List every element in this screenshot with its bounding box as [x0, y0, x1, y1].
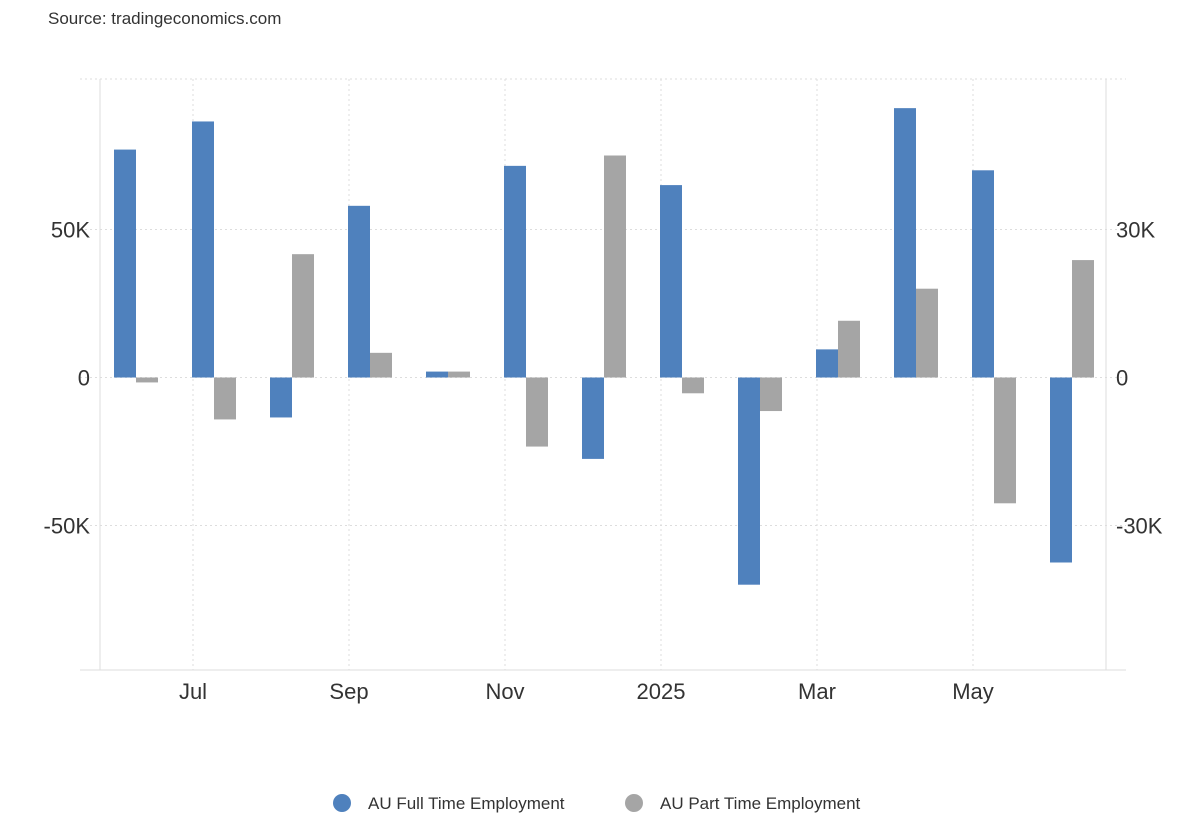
legend-label: AU Full Time Employment	[368, 794, 565, 813]
x-axis-ticks: Jul Sep Nov 2025 Mar May	[179, 679, 994, 704]
legend-marker	[625, 794, 643, 812]
bar-part-time-4	[448, 371, 470, 378]
right-tick-label: -30K	[1116, 514, 1163, 539]
x-tick-label: 2025	[637, 679, 686, 704]
bar-part-time-7	[682, 377, 704, 394]
legend-label: AU Part Time Employment	[660, 794, 861, 813]
right-axis-ticks: 30K 0 -30K	[1116, 218, 1163, 539]
bar-full-time-7	[660, 185, 682, 378]
left-axis-ticks: 50K 0 -50K	[44, 218, 91, 539]
x-tick-label: Sep	[329, 679, 368, 704]
bar-part-time-8	[760, 377, 782, 412]
bar-full-time-0	[114, 149, 136, 378]
bar-full-time-1	[192, 121, 214, 378]
x-tick-label: Nov	[485, 679, 524, 704]
legend-item-0[interactable]: AU Full Time Employment	[333, 794, 565, 813]
bar-part-time-5	[526, 377, 548, 447]
plot-frame	[80, 79, 1126, 671]
bar-part-time-9	[838, 320, 860, 378]
bar-full-time-10	[894, 108, 916, 378]
bar-part-time-10	[916, 288, 938, 378]
bar-full-time-5	[504, 165, 526, 378]
x-tick-label: Mar	[798, 679, 836, 704]
x-tick-label: Jul	[179, 679, 207, 704]
bar-full-time-6	[582, 377, 604, 459]
bar-part-time-6	[604, 155, 626, 378]
legend-marker	[333, 794, 351, 812]
bar-part-time-12	[1072, 260, 1094, 378]
bar-part-time-0	[136, 377, 158, 383]
bar-full-time-8	[738, 377, 760, 585]
bar-part-time-3	[370, 352, 392, 378]
x-tick-label: May	[952, 679, 994, 704]
bar-full-time-12	[1050, 377, 1072, 563]
bars	[114, 108, 1094, 585]
source-label: Source: tradingeconomics.com	[48, 9, 282, 28]
bar-full-time-2	[270, 377, 292, 418]
bar-full-time-9	[816, 349, 838, 378]
bar-full-time-11	[972, 170, 994, 378]
bar-full-time-3	[348, 205, 370, 378]
legend[interactable]: AU Full Time Employment AU Part Time Empl…	[333, 794, 861, 813]
left-tick-label: -50K	[44, 514, 91, 539]
right-tick-label: 30K	[1116, 218, 1155, 243]
legend-item-1[interactable]: AU Part Time Employment	[625, 794, 861, 813]
bar-part-time-11	[994, 377, 1016, 504]
bar-part-time-2	[292, 254, 314, 378]
grid-lines	[80, 78, 1126, 670]
left-tick-label: 50K	[51, 218, 90, 243]
bar-part-time-1	[214, 377, 236, 420]
bar-full-time-4	[426, 371, 448, 378]
right-tick-label: 0	[1116, 366, 1128, 391]
left-tick-label: 0	[78, 366, 90, 391]
